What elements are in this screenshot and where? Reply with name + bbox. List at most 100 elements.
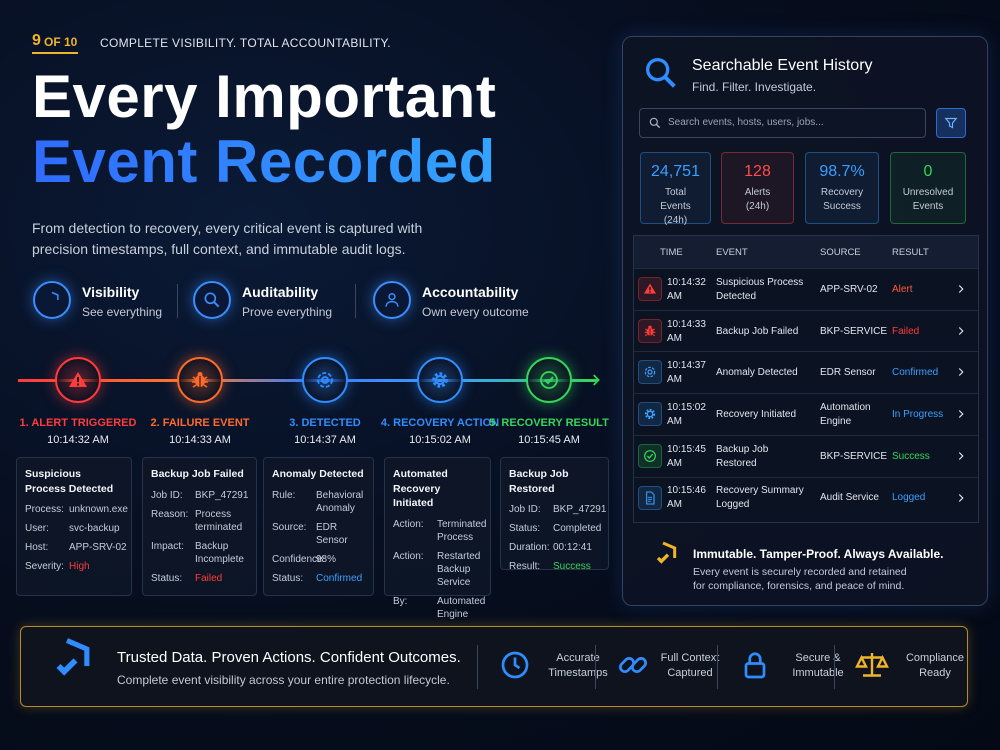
table-row[interactable]: 10:14:37 AM Anomaly Detected EDR Sensor Con… (634, 351, 978, 393)
icon (954, 365, 968, 384)
row-icon (638, 277, 662, 301)
icon-ring (526, 357, 572, 403)
icon (382, 290, 402, 315)
icon (954, 407, 968, 426)
icon-svg (644, 408, 656, 420)
field-value: Process terminated (195, 508, 243, 533)
table-cell: 10:14:33 AM (667, 318, 706, 344)
stat-label: Unresolved Events (902, 187, 954, 212)
field-label: Impact: (151, 540, 184, 552)
table-cell: 10:15:02 AM (667, 401, 706, 427)
stat-value: 98.7% (819, 163, 865, 180)
search-box[interactable]: Search events, hosts, users, jobs... (639, 108, 926, 138)
table-header (634, 236, 978, 268)
table-cell: Anomaly Detected (716, 367, 798, 379)
icon-svg (644, 367, 656, 378)
icon (642, 448, 658, 469)
field-value: Behavioral Anomaly (316, 489, 364, 514)
row-icon (638, 360, 662, 385)
table-cell: Backup Job Restored (716, 443, 769, 469)
step-time: 10:15:45 AM (518, 434, 580, 446)
step-time: 10:15:02 AM (409, 434, 471, 446)
panel-subtitle: Find. Filter. Investigate. (692, 80, 817, 94)
footer-title: Immutable. Tamper-Proof. Always Availabl… (693, 547, 944, 561)
icon-svg (317, 372, 333, 388)
table-cell: 10:15:45 AM (667, 443, 706, 469)
table-cell: Logged (892, 492, 926, 504)
filter-button[interactable] (936, 108, 966, 138)
icon (497, 647, 533, 688)
pillar-title: Visibility (82, 284, 140, 300)
icon (641, 53, 681, 98)
icon-ring (417, 357, 463, 403)
field-label: By: (393, 596, 408, 608)
row-icon (638, 443, 662, 469)
table-cell: Suspicious Process Detected (716, 276, 804, 302)
field-label: Severity: (25, 561, 64, 573)
field-value: Success (553, 561, 591, 573)
field-label: Process: (25, 504, 64, 516)
icon (942, 114, 960, 137)
stat-box: 24,751 Total Events (24h) (640, 152, 711, 226)
card-title: Backup Job Restored (509, 468, 569, 495)
icon (42, 290, 62, 315)
icon (313, 368, 337, 397)
card-fields: Action: Terminated Process Action: Restarte… (393, 518, 486, 621)
pillar-title: Accountability (422, 284, 519, 300)
row-icon (638, 318, 662, 343)
field-value: High (69, 561, 90, 573)
icon-svg (649, 117, 661, 129)
step-number: 9 (32, 32, 41, 49)
field-label: Job ID: (151, 489, 183, 501)
divider (177, 284, 178, 318)
icon-ring (193, 281, 231, 319)
field-value: unknown.exe (69, 504, 128, 516)
table-row[interactable]: 10:14:32 AM Suspicious Process Detected AP… (634, 268, 978, 310)
table-row[interactable]: 10:15:46 AM Recovery Summary Logged Audit … (634, 476, 978, 519)
step-label: 1. ALERT TRIGGERED (19, 417, 137, 429)
card-title: Backup Job Failed (151, 468, 244, 480)
icon-svg (744, 652, 766, 679)
feature-label: Accurate Timestamps (548, 652, 608, 679)
icon-svg (958, 368, 964, 377)
step-label: 4. RECOVERY ACTION (380, 417, 500, 429)
column-header: TIME (660, 247, 683, 258)
table-row[interactable]: 10:14:33 AM Backup Job Failed BKP-SERVICE F… (634, 309, 978, 352)
table-cell: Backup Job Failed (716, 325, 799, 337)
icon (188, 368, 212, 397)
stat-box: 0 Unresolved Events (890, 152, 966, 224)
icon-svg (432, 372, 448, 388)
step-time: 10:14:32 AM (47, 434, 109, 446)
icon-svg (204, 292, 220, 308)
pillar-subtitle: Own every outcome (422, 305, 529, 319)
icon-ring (33, 281, 71, 319)
table-row[interactable]: 10:15:02 AM Recovery Initiated Automation … (634, 393, 978, 435)
icon-svg (958, 451, 964, 460)
icon (582, 370, 602, 395)
step-underline (32, 52, 78, 54)
table-cell: Audit Service (820, 492, 879, 504)
icon-svg (192, 372, 208, 388)
icon-svg (958, 493, 964, 502)
stat-value: 0 (923, 163, 933, 180)
feature-label: Compliance Ready (905, 652, 965, 679)
field-value: Confirmed (316, 572, 363, 584)
field-label: Status: (509, 523, 541, 535)
field-value: 00:12:41 (553, 542, 592, 554)
field-value: BKP_47291 (195, 489, 249, 501)
table-cell: In Progress (892, 408, 944, 420)
table-cell: 10:14:37 AM (667, 360, 706, 386)
card-fields: Rule: Behavioral Anomaly Source: EDR Sensor… (272, 489, 365, 585)
step-time: 10:14:33 AM (169, 434, 231, 446)
table-cell: Failed (892, 325, 920, 337)
title-line-1: Every Important (32, 63, 497, 130)
stat-box: 128 Alerts (24h) (721, 152, 794, 224)
field-label: Confidence: (272, 553, 326, 565)
table-cell: Recovery Summary Logged (716, 485, 804, 511)
card-title: Suspicious Process Detected (25, 468, 114, 495)
card-fields: Job ID: BKP_47291 Status: Completed Duration… (509, 503, 606, 573)
field-label: Duration: (509, 542, 550, 554)
field-label: Action: (393, 551, 424, 563)
field-value: Completed (553, 523, 602, 535)
table-row[interactable]: 10:15:45 AM Backup Job Restored BKP-SERVIC… (634, 434, 978, 477)
